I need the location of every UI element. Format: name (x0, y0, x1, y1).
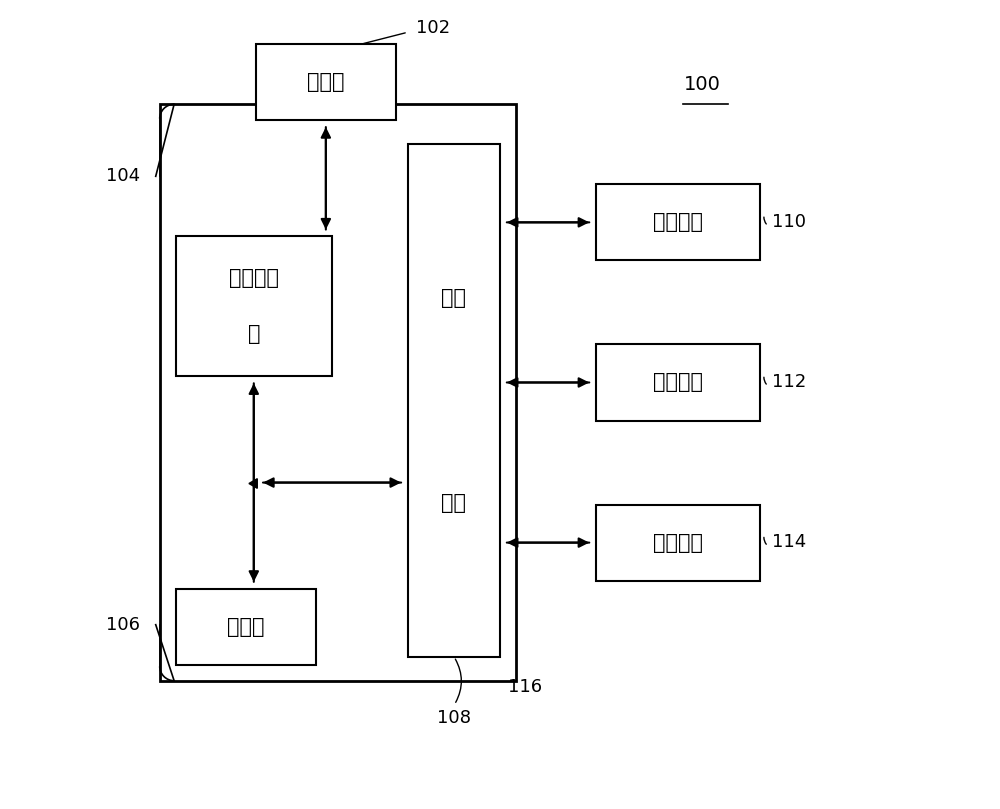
Text: 104: 104 (106, 167, 140, 185)
Text: 108: 108 (437, 709, 471, 726)
Bar (176, 236, 332, 376)
Text: 116: 116 (508, 678, 542, 697)
Bar (596, 505, 760, 581)
Text: 存储控制: 存储控制 (229, 269, 279, 288)
Text: 102: 102 (416, 19, 450, 37)
Bar (176, 589, 316, 665)
Text: 射频模块: 射频模块 (653, 212, 703, 232)
Text: 器: 器 (248, 324, 260, 345)
Text: 音频模块: 音频模块 (653, 372, 703, 392)
Text: 100: 100 (684, 74, 721, 94)
Bar (160, 104, 516, 680)
Text: 110: 110 (772, 213, 806, 231)
Bar (596, 345, 760, 421)
Text: 处理器: 处理器 (227, 616, 265, 637)
Text: 106: 106 (106, 616, 140, 633)
Text: 112: 112 (772, 373, 806, 391)
Bar (256, 44, 396, 121)
Text: 接口: 接口 (441, 493, 466, 513)
Bar (408, 144, 500, 657)
Text: 存储器: 存储器 (307, 72, 345, 92)
Text: 外设: 外设 (441, 288, 466, 308)
Text: 显示单元: 显示单元 (653, 532, 703, 553)
Text: 114: 114 (772, 533, 806, 551)
Bar (596, 184, 760, 260)
